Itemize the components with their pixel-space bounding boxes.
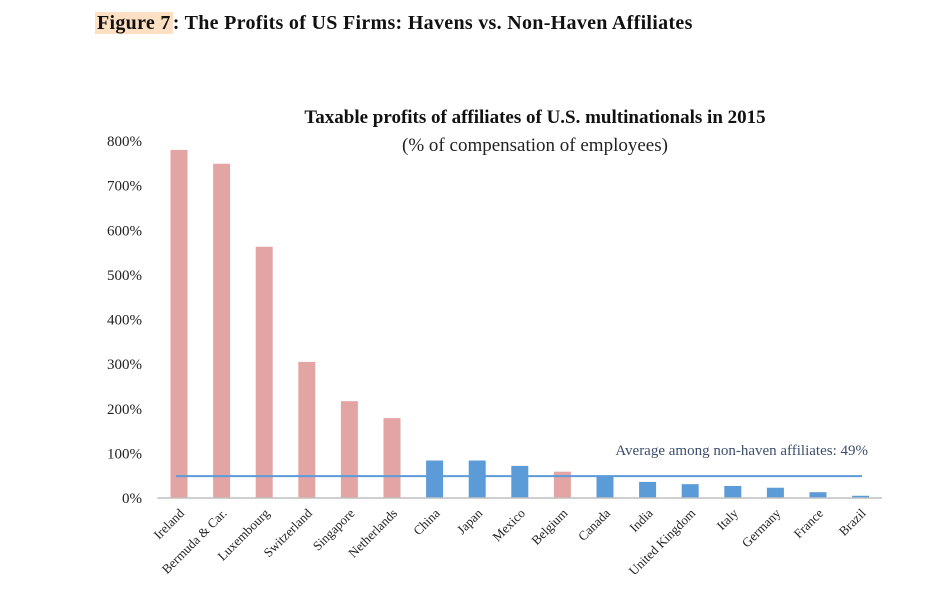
bar-italy [724,485,742,498]
x-tick-label: Mexico [489,506,528,545]
bar-japan [468,460,486,498]
x-tick-label: France [791,505,827,541]
bar-brazil [852,495,870,498]
x-tick-label: Ireland [150,505,187,542]
x-tick-label: Italy [713,505,741,533]
bar-mexico [511,465,529,498]
bar-france [809,492,827,498]
y-tick-label: 600% [107,223,142,239]
chart-subtitle: (% of compensation of employees) [402,135,668,156]
y-tick-label: 100% [107,446,142,462]
bar-luxembourg [255,246,273,498]
figure-label: Figure 7 [95,12,173,34]
bar-singapore [340,401,358,498]
y-tick-label: 300% [107,357,142,373]
y-tick-label: 200% [107,402,142,418]
y-tick-label: 0% [122,491,142,507]
bar-netherlands [383,418,401,498]
bar-bermuda-car- [213,163,231,499]
y-tick-label: 800% [107,134,142,150]
y-tick-label: 500% [107,268,142,284]
bar-canada [596,475,614,498]
bar-belgium [553,471,571,498]
x-tick-label: India [626,505,656,535]
bar-ireland [170,149,188,499]
figure-title: Figure 7: The Profits of US Firms: Haven… [95,12,693,35]
figure-title-text: : The Profits of US Firms: Havens vs. No… [172,12,693,34]
average-annotation: Average among non-haven affiliates: 49% [615,443,868,459]
bar-china [426,460,444,498]
x-tick-label: Germany [739,505,784,550]
y-tick-label: 400% [107,313,142,329]
bar-germany [766,487,784,498]
x-tick-label: China [410,505,443,538]
bar-switzerland [298,361,316,498]
bar-india [639,481,657,498]
x-tick-label: Brazil [836,505,869,538]
x-tick-label: Canada [575,505,613,543]
x-tick-label: Belgium [528,506,570,548]
bar-united-kingdom [681,484,699,498]
x-tick-label: Japan [454,505,486,537]
y-tick-label: 700% [107,179,142,195]
chart-title: Taxable profits of affiliates of U.S. mu… [304,107,765,128]
